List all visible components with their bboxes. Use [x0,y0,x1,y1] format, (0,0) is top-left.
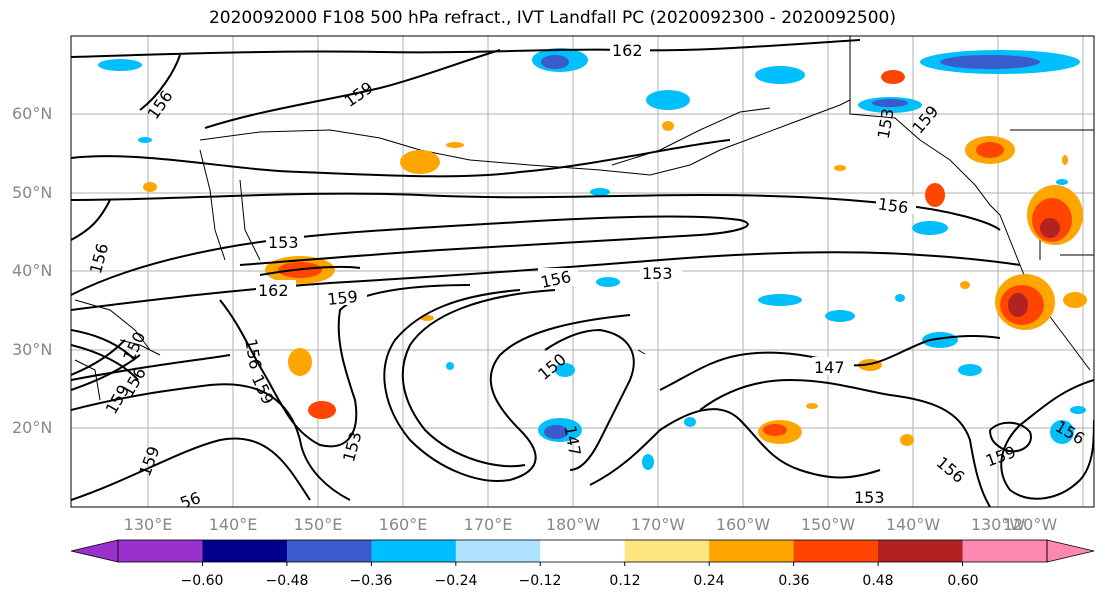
contour-label: 153 [268,233,299,252]
contour-label: 56 [178,488,204,513]
contour-label: 162 [612,41,643,60]
map-title: 2020092000 F108 500 hPa refract., IVT La… [208,8,896,28]
colorbar-segment [878,540,964,562]
colorbar-tick-label: 0.60 [947,573,979,589]
contour-label: 147 [814,358,845,377]
lat-label-30n: 30°N [12,340,53,359]
contour-label: 162 [258,281,289,300]
contour-label: 156 [877,194,910,217]
lon-label: 170°W [630,515,686,534]
lat-label-40n: 40°N [12,261,53,280]
colorbar-tick-label: −0.36 [349,573,393,589]
colorbar-segment [202,540,288,562]
lon-label: 160°E [378,515,428,534]
colorbar-tick-label: −0.24 [434,573,478,589]
lon-label: 160°W [715,515,771,534]
colorbar-tick-label: −0.60 [180,573,224,589]
lon-label: 140°W [885,515,941,534]
colorbar-segment [286,540,372,562]
lon-label: 130°E [123,515,173,534]
colorbar-segment [118,540,203,562]
lon-label: 150°E [293,515,343,534]
colorbar-segment [793,540,879,562]
colorbar-tick-label: 0.48 [862,573,894,589]
lon-label: 150°W [800,515,856,534]
contour-label: 159 [326,287,358,309]
colorbar-tick-label: 0.24 [693,573,725,589]
lon-label: 170°E [463,515,513,534]
colorbar-segment [455,540,541,562]
lon-label: 180°W [545,515,601,534]
colorbar-segment [540,540,626,562]
lon-label: 130°W [970,515,1026,534]
colorbar-segment [962,540,1048,562]
colorbar-segment [709,540,795,562]
contour-lines [71,39,1094,507]
lat-label-60n: 60°N [12,104,53,123]
colorbar [70,539,1095,566]
colorbar-segment [371,540,457,562]
colorbar-extend-low [70,539,119,563]
map-frame [70,35,1095,508]
contour-label: 153 [642,264,673,283]
colorbar-tick-label: 0.36 [778,573,810,589]
gridlines [71,36,1094,507]
lat-label-20n: 20°N [12,418,53,437]
anomaly-shading [98,48,1087,470]
colorbar-extend-high [1046,539,1095,563]
contour-label: 153 [854,488,885,507]
colorbar-tick-label: −0.48 [265,573,309,589]
lon-label: 120°W [1002,515,1058,534]
lon-label: 140°E [208,515,258,534]
colorbar-segment [624,540,710,562]
colorbar-tick-label: −0.12 [518,573,562,589]
colorbar-frame [117,539,1048,563]
lat-label-50n: 50°N [12,183,53,202]
coastlines [74,36,1094,401]
colorbar-tick-label: 0.12 [609,573,641,589]
